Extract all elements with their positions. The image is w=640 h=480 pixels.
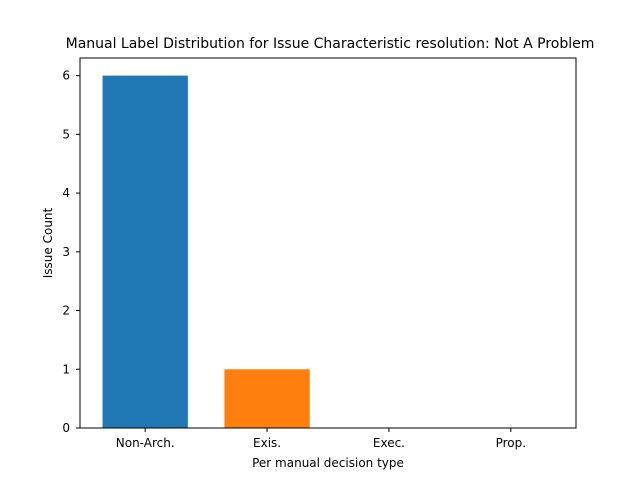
x-tick-label: Exec.: [373, 436, 405, 450]
bar-exis: [224, 369, 310, 428]
chart-title: Manual Label Distribution for Issue Char…: [66, 36, 595, 52]
x-tick-label: Non-Arch.: [116, 436, 175, 450]
y-tick-label: 0: [62, 421, 70, 435]
plot-frame: [79, 57, 577, 429]
x-tick-label: Prop.: [496, 436, 526, 450]
y-tick-label: 4: [62, 186, 70, 200]
y-axis-ticks: 0 1 2 3 4 5 6: [62, 69, 80, 435]
y-tick-label: 2: [62, 304, 70, 318]
y-tick-label: 1: [62, 362, 70, 376]
x-axis-ticks: Non-Arch. Exis. Exec. Prop.: [116, 428, 526, 450]
x-tick-label: Exis.: [253, 436, 281, 450]
y-tick-label: 5: [62, 127, 70, 141]
y-tick-label: 6: [62, 69, 70, 83]
x-axis-label: Per manual decision type: [252, 456, 404, 470]
bars-group: [102, 75, 310, 428]
y-tick-label: 3: [62, 245, 70, 259]
bar-non-arch: [102, 75, 188, 428]
y-axis-label: Issue Count: [41, 207, 55, 278]
